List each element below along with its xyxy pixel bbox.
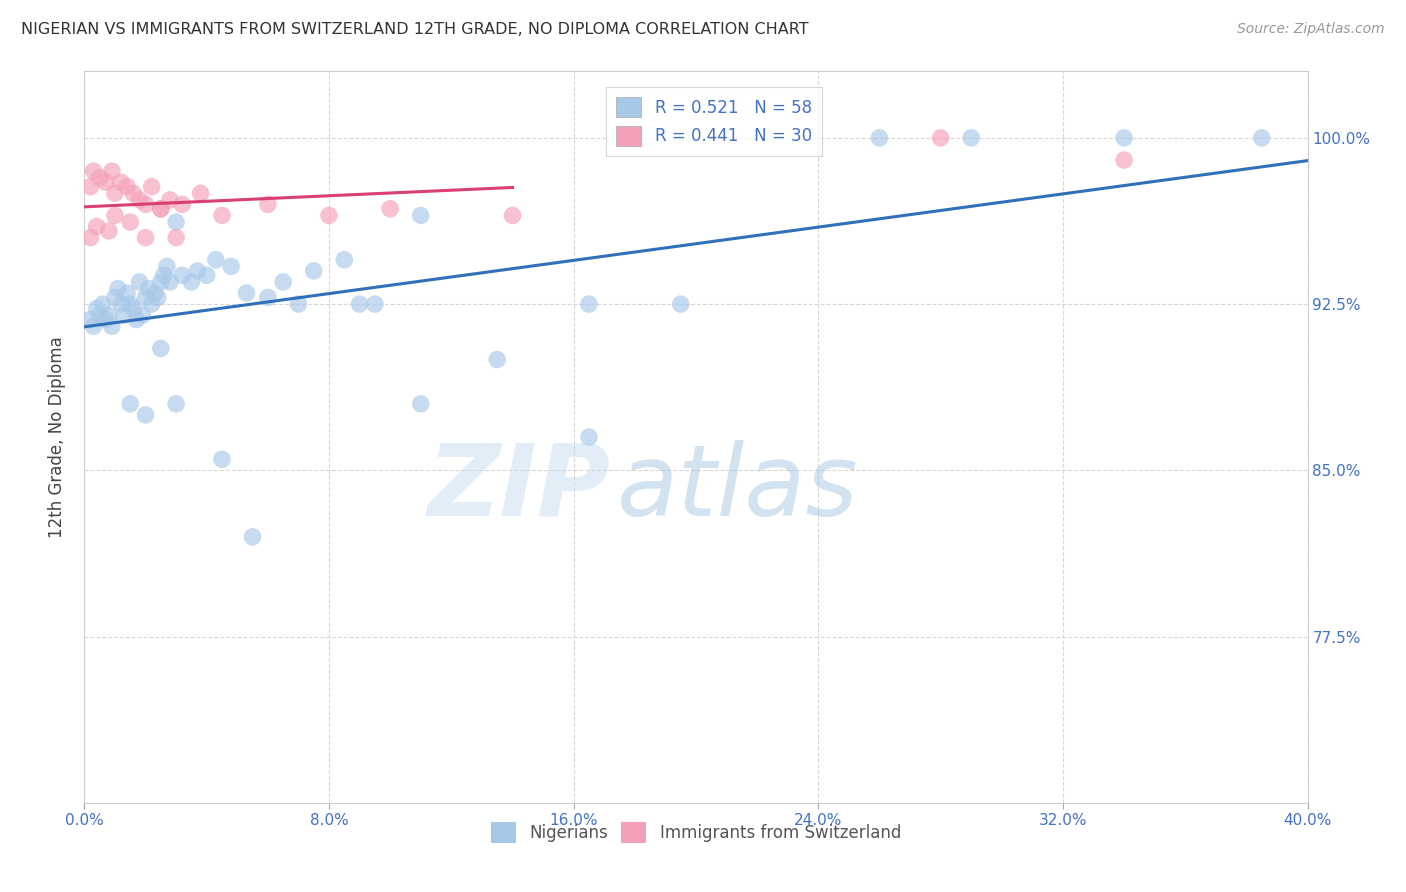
Point xyxy=(107,282,129,296)
Point xyxy=(135,408,157,422)
Point xyxy=(869,131,891,145)
Point xyxy=(120,297,142,311)
Point xyxy=(960,131,983,145)
Point xyxy=(128,193,150,207)
Point xyxy=(153,268,176,283)
Point xyxy=(669,297,692,311)
Point xyxy=(165,230,187,244)
Point xyxy=(101,164,124,178)
Point xyxy=(91,297,114,311)
Point xyxy=(94,175,117,189)
Point xyxy=(235,285,257,300)
Y-axis label: 12th Grade, No Diploma: 12th Grade, No Diploma xyxy=(48,336,66,538)
Point xyxy=(257,197,280,211)
Point xyxy=(172,197,194,211)
Point xyxy=(205,252,228,267)
Point xyxy=(409,209,432,223)
Point xyxy=(128,275,150,289)
Point xyxy=(97,224,120,238)
Point xyxy=(79,179,101,194)
Point xyxy=(146,290,169,304)
Point xyxy=(333,252,356,267)
Point xyxy=(135,230,157,244)
Point xyxy=(141,297,163,311)
Point xyxy=(110,297,132,311)
Point xyxy=(318,209,340,223)
Point xyxy=(211,452,233,467)
Point xyxy=(143,285,166,300)
Point xyxy=(271,275,294,289)
Point xyxy=(219,260,242,274)
Point xyxy=(159,275,181,289)
Point xyxy=(112,308,135,322)
Point xyxy=(211,209,233,223)
Point xyxy=(83,319,105,334)
Point xyxy=(195,268,218,283)
Point xyxy=(929,131,952,145)
Point xyxy=(156,260,179,274)
Point xyxy=(165,397,187,411)
Point xyxy=(186,264,208,278)
Point xyxy=(122,186,145,201)
Point xyxy=(79,312,101,326)
Point xyxy=(141,179,163,194)
Legend: Nigerians, Immigrants from Switzerland: Nigerians, Immigrants from Switzerland xyxy=(484,815,908,849)
Point xyxy=(131,308,153,322)
Text: NIGERIAN VS IMMIGRANTS FROM SWITZERLAND 12TH GRADE, NO DIPLOMA CORRELATION CHART: NIGERIAN VS IMMIGRANTS FROM SWITZERLAND … xyxy=(21,22,808,37)
Point xyxy=(409,397,432,411)
Point xyxy=(364,297,387,311)
Point xyxy=(101,319,124,334)
Point xyxy=(138,282,160,296)
Point xyxy=(149,342,172,356)
Point xyxy=(149,275,172,289)
Point xyxy=(257,290,280,304)
Point xyxy=(110,175,132,189)
Point xyxy=(486,352,509,367)
Point xyxy=(89,170,111,185)
Text: Source: ZipAtlas.com: Source: ZipAtlas.com xyxy=(1237,22,1385,37)
Point xyxy=(302,264,325,278)
Point xyxy=(97,308,120,322)
Point xyxy=(115,285,138,300)
Point xyxy=(86,219,108,234)
Point xyxy=(180,275,202,289)
Point xyxy=(83,164,105,178)
Point xyxy=(190,186,212,201)
Text: atlas: atlas xyxy=(616,440,858,537)
Text: ZIP: ZIP xyxy=(427,440,610,537)
Point xyxy=(120,215,142,229)
Point xyxy=(149,202,172,216)
Point xyxy=(115,179,138,194)
Point xyxy=(89,308,111,322)
Point xyxy=(287,297,309,311)
Point xyxy=(172,268,194,283)
Point xyxy=(1114,131,1136,145)
Point xyxy=(104,290,127,304)
Point xyxy=(122,301,145,316)
Point xyxy=(135,290,157,304)
Point xyxy=(149,202,172,216)
Point xyxy=(1250,131,1272,145)
Point xyxy=(120,397,142,411)
Point xyxy=(1114,153,1136,167)
Point xyxy=(159,193,181,207)
Point xyxy=(165,215,187,229)
Point xyxy=(104,209,127,223)
Point xyxy=(578,430,600,444)
Point xyxy=(104,186,127,201)
Point xyxy=(242,530,264,544)
Point xyxy=(94,312,117,326)
Point xyxy=(79,230,101,244)
Point xyxy=(502,209,524,223)
Point xyxy=(135,197,157,211)
Point xyxy=(125,312,148,326)
Point xyxy=(349,297,371,311)
Point xyxy=(578,297,600,311)
Point xyxy=(86,301,108,316)
Point xyxy=(380,202,402,216)
